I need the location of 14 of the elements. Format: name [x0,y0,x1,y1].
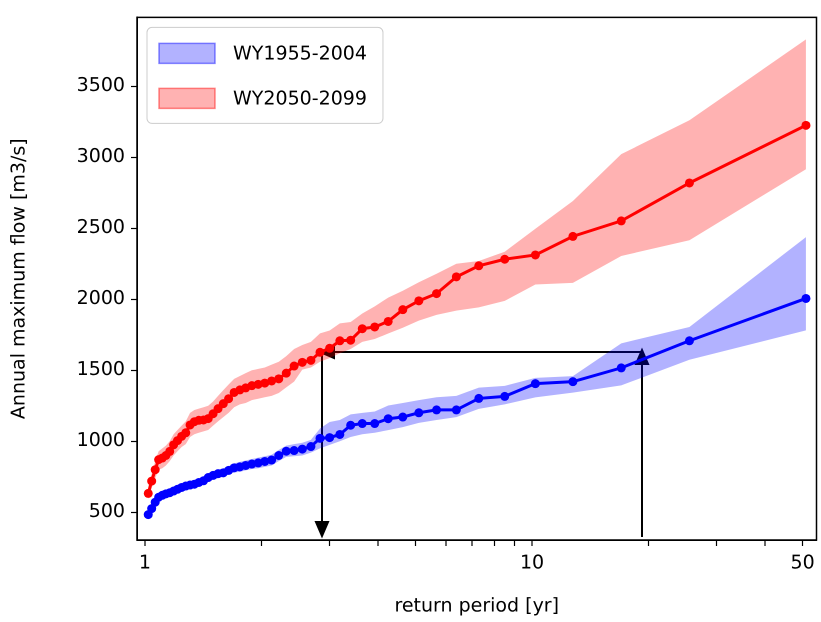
y-axis-title: Annual maximum flow [m3/s] [7,138,30,420]
y-tick-label: 500 [88,500,125,522]
x-tick-label: 1 [138,551,151,574]
y-tick-label: 3500 [76,74,125,96]
x-tick-label: 50 [790,551,815,574]
y-tick-label: 1500 [76,358,125,380]
y-tick-label: 2000 [76,287,125,310]
y-tick-label: 2500 [76,216,125,238]
legend-label: WY1955-2004 [233,42,367,64]
y-tick-label: 1000 [76,429,125,452]
x-tick-label: 10 [520,551,544,574]
y-tick-label: 3000 [76,145,125,168]
legend-label: WY2050-2099 [233,87,367,110]
x-axis-title: return period [yr] [394,594,560,617]
